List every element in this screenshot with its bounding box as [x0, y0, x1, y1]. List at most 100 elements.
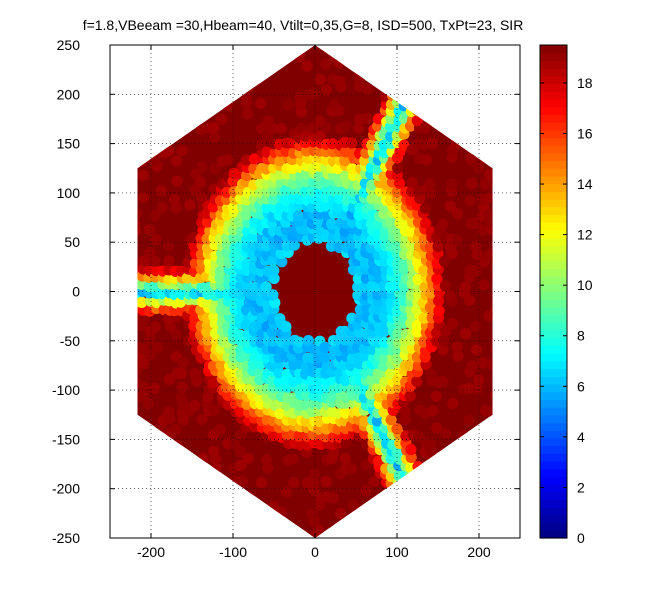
heatmap-point: [268, 193, 280, 206]
heatmap-point: [320, 58, 332, 70]
heatmap-point: [445, 91, 457, 103]
heatmap-point: [260, 281, 272, 293]
heatmap-point: [163, 373, 175, 385]
heatmap-point: [216, 113, 228, 125]
heatmap-point: [158, 467, 170, 480]
heatmap-point: [392, 82, 404, 94]
heatmap-point: [385, 121, 397, 133]
colorbar-swatch: [540, 276, 567, 285]
colorbar-swatch: [540, 122, 567, 131]
heatmap-point: [497, 349, 508, 360]
heatmap-point: [407, 81, 419, 93]
heatmap-point: [447, 317, 459, 330]
heatmap-point: [125, 155, 136, 166]
heatmap-point: [404, 359, 416, 372]
heatmap-point: [447, 397, 459, 409]
heatmap-point: [110, 471, 121, 482]
heatmap-point: [473, 374, 485, 386]
y-tick-label: -50: [60, 333, 80, 349]
heatmap-point: [392, 162, 404, 174]
heatmap-point: [497, 192, 508, 203]
heatmap-point: [249, 75, 261, 88]
heatmap-point: [275, 506, 287, 518]
heatmap-point: [144, 59, 156, 71]
heatmap-point: [400, 89, 412, 101]
heatmap-point: [372, 368, 384, 380]
heatmap-point: [241, 108, 254, 120]
heatmap-point: [321, 45, 333, 54]
heatmap-point: [477, 224, 489, 236]
heatmap-point: [125, 392, 136, 403]
heatmap-point: [339, 170, 351, 182]
heatmap-point: [137, 169, 149, 181]
heatmap-point: [247, 67, 259, 79]
y-tick-label: 50: [64, 234, 80, 250]
colorbar-swatch: [540, 491, 567, 501]
colorbar-swatch: [540, 222, 567, 231]
heatmap-point: [359, 257, 372, 269]
heatmap-point: [411, 533, 423, 538]
heatmap-point: [505, 484, 516, 495]
heatmap-point: [148, 281, 160, 293]
heatmap-point: [464, 195, 476, 207]
heatmap-point: [307, 88, 319, 100]
heatmap-point: [262, 462, 274, 474]
heatmap-point: [124, 447, 135, 458]
heatmap-point: [214, 265, 226, 278]
heatmap-point: [144, 136, 156, 148]
heatmap-point: [150, 233, 162, 246]
colorbar-swatch: [540, 306, 567, 316]
heatmap-point: [399, 491, 412, 503]
heatmap-point: [106, 278, 117, 289]
colorbar-swatch: [540, 206, 567, 216]
heatmap-point: [503, 312, 514, 323]
heatmap-point: [346, 137, 358, 149]
heatmap-point: [126, 240, 137, 251]
heatmap-point: [484, 138, 493, 150]
heatmap-point: [203, 82, 215, 94]
heatmap-point: [400, 499, 412, 511]
heatmap-point: [503, 375, 514, 386]
heatmap-point: [459, 437, 471, 449]
heatmap-point: [126, 264, 137, 275]
heatmap-point: [418, 50, 430, 62]
heatmap-point: [427, 530, 439, 538]
heatmap-point: [110, 377, 121, 388]
colorbar-tick-label: 14: [577, 176, 593, 192]
heatmap-point: [137, 155, 148, 167]
heatmap-point: [418, 509, 430, 521]
heatmap-point: [235, 459, 247, 471]
heatmap-point: [484, 248, 493, 260]
x-tick-label: -200: [137, 544, 165, 560]
heatmap-point: [399, 61, 411, 73]
heatmap-point: [418, 470, 430, 483]
heatmap-point: [327, 447, 340, 459]
heatmap-point: [137, 515, 142, 528]
heatmap-point: [215, 60, 227, 72]
heatmap-point: [241, 170, 253, 182]
heatmap-point: [505, 272, 516, 283]
heatmap-point: [412, 81, 424, 93]
heatmap-point: [189, 400, 201, 412]
heatmap-point: [274, 313, 286, 325]
heatmap-point: [118, 66, 129, 77]
heatmap-point: [378, 58, 390, 70]
heatmap-point: [419, 483, 432, 495]
heatmap-point: [438, 59, 451, 71]
heatmap-point: [124, 233, 135, 244]
heatmap-point: [485, 130, 493, 142]
colorbar-tick-label: 18: [577, 75, 593, 91]
heatmap-point: [419, 67, 431, 79]
heatmap-point: [451, 341, 463, 353]
heatmap-point: [293, 193, 305, 205]
heatmap-point: [209, 492, 221, 504]
heatmap-point: [243, 491, 255, 503]
heatmap-point: [321, 84, 333, 96]
colorbar-swatch: [540, 430, 567, 439]
heatmap-point: [411, 67, 423, 79]
heatmap-point: [149, 255, 161, 267]
heatmap-point: [328, 524, 340, 537]
heatmap-point: [182, 58, 194, 70]
heatmap-point: [450, 113, 463, 125]
y-tick-label: 150: [57, 136, 81, 152]
